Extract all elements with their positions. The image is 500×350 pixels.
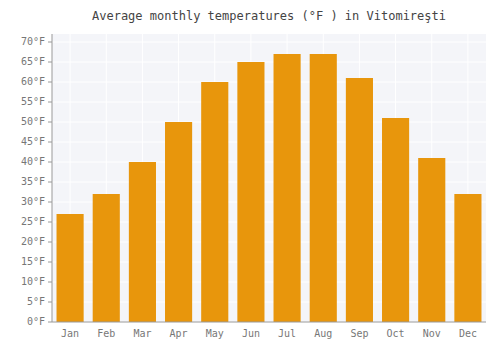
y-tick-label: 65°F xyxy=(21,56,45,67)
y-tick xyxy=(48,182,52,183)
y-tick-label: 45°F xyxy=(21,136,45,147)
y-tick-label: 60°F xyxy=(21,76,45,87)
bar xyxy=(237,62,264,322)
x-tick-label: May xyxy=(206,328,224,339)
plot-background xyxy=(52,34,486,322)
y-axis: 0°F 5°F 10°F 15°F 20°F 25°F 30°F 35°F 40°F 45°F 50… xyxy=(21,36,52,327)
y-tick-label: 0°F xyxy=(27,316,45,327)
y-tick xyxy=(48,322,52,323)
x-tick-label: Jan xyxy=(61,328,79,339)
x-axis: Jan Feb Mar Apr May Jun Jul Aug Sep Oct Nov Dec xyxy=(61,328,477,339)
y-grid-line xyxy=(52,142,486,143)
bar xyxy=(165,122,192,322)
y-tick-label: 40°F xyxy=(21,156,45,167)
y-tick xyxy=(48,122,52,123)
x-tick-label: Aug xyxy=(314,328,332,339)
y-tick xyxy=(48,62,52,63)
y-tick-label: 5°F xyxy=(27,296,45,307)
bar xyxy=(201,82,228,322)
chart-container: 0°F 5°F 10°F 15°F 20°F 25°F 30°F 35°F 40°F 45°F 50… xyxy=(0,0,500,350)
y-tick xyxy=(48,42,52,43)
bar xyxy=(346,78,373,322)
y-tick-label: 35°F xyxy=(21,176,45,187)
y-tick xyxy=(48,82,52,83)
x-tick-label: Oct xyxy=(387,328,405,339)
bar xyxy=(382,118,409,322)
y-tick xyxy=(48,242,52,243)
y-tick-label: 30°F xyxy=(21,196,45,207)
x-tick-label: Dec xyxy=(459,328,477,339)
x-axis-line xyxy=(52,322,486,323)
y-tick xyxy=(48,202,52,203)
y-tick-label: 25°F xyxy=(21,216,45,227)
x-tick-label: Sep xyxy=(350,328,368,339)
bar xyxy=(454,194,481,322)
y-tick-label: 55°F xyxy=(21,96,45,107)
y-tick xyxy=(48,162,52,163)
x-tick-label: Mar xyxy=(133,328,151,339)
y-tick xyxy=(48,102,52,103)
bar xyxy=(129,162,156,322)
y-tick-label: 50°F xyxy=(21,116,45,127)
x-tick-label: Jul xyxy=(278,328,296,339)
y-tick xyxy=(48,262,52,263)
chart-svg: 0°F 5°F 10°F 15°F 20°F 25°F 30°F 35°F 40°F 45°F 50… xyxy=(0,0,500,350)
chart-title: Average monthly temperatures (°F ) in Vi… xyxy=(92,9,446,23)
y-grid-line xyxy=(52,122,486,123)
grid xyxy=(52,34,486,322)
bar xyxy=(310,54,337,322)
y-grid-line xyxy=(52,62,486,63)
y-tick xyxy=(48,142,52,143)
y-grid-line xyxy=(52,102,486,103)
y-grid-line xyxy=(52,82,486,83)
y-grid-line xyxy=(52,322,486,323)
y-tick xyxy=(48,282,52,283)
y-tick-label: 70°F xyxy=(21,36,45,47)
bars xyxy=(57,54,482,322)
x-tick-label: Apr xyxy=(170,328,188,339)
y-tick-label: 10°F xyxy=(21,276,45,287)
y-tick-label: 15°F xyxy=(21,256,45,267)
bar xyxy=(418,158,445,322)
y-tick-label: 20°F xyxy=(21,236,45,247)
y-grid-line xyxy=(52,42,486,43)
y-tick xyxy=(48,222,52,223)
y-axis-line xyxy=(52,34,53,322)
x-tick-label: Feb xyxy=(97,328,115,339)
x-tick-label: Nov xyxy=(423,328,441,339)
bar xyxy=(57,214,84,322)
x-tick-label: Jun xyxy=(242,328,260,339)
y-tick xyxy=(48,302,52,303)
bar xyxy=(93,194,120,322)
bar xyxy=(274,54,301,322)
